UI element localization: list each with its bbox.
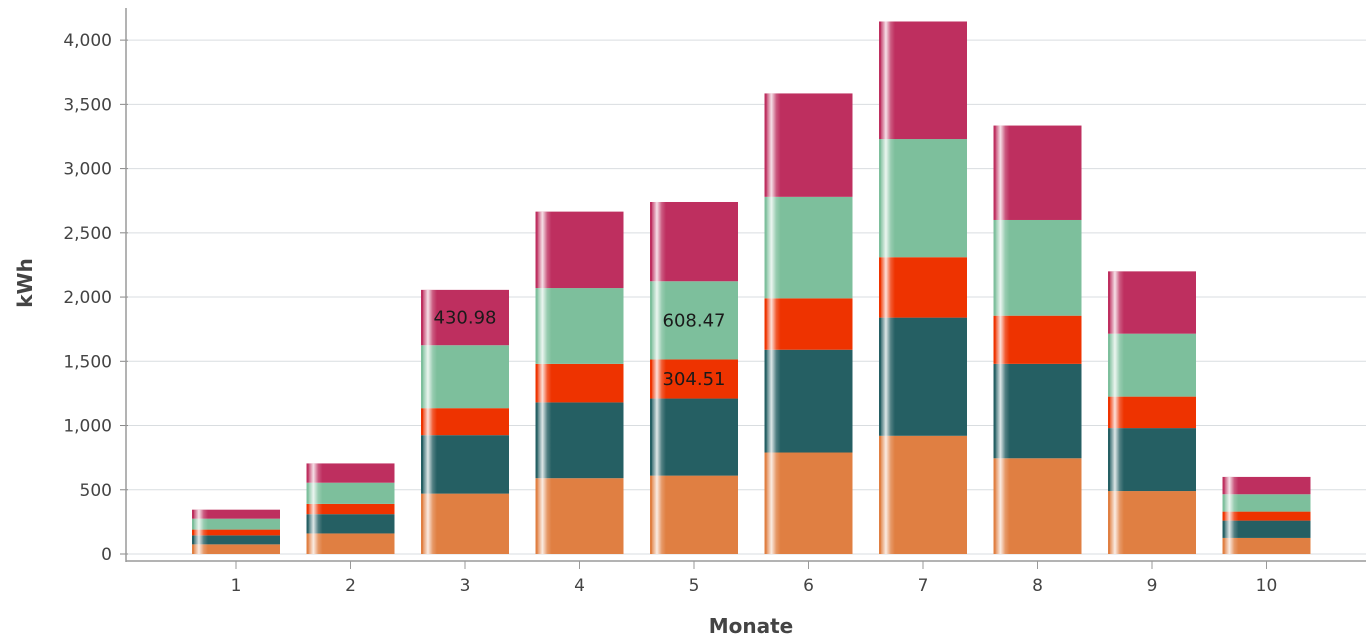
bar-segment	[1222, 537, 1311, 554]
y-tick-label: 2,500	[63, 224, 112, 244]
bar-segment	[192, 518, 280, 530]
bar-highlight	[1224, 476, 1239, 554]
y-tick-label: 1,000	[63, 417, 112, 437]
bar-highlight	[881, 21, 895, 554]
bar-highlight	[995, 125, 1010, 554]
x-tick-label: 7	[918, 576, 929, 596]
y-tick-label: 500	[80, 481, 112, 501]
y-tick-label: 1,500	[63, 352, 112, 372]
x-axis-title: Monate	[709, 614, 794, 637]
data-labels: 430.98 608.47 304.51	[434, 308, 726, 390]
bar-segment	[1222, 520, 1311, 538]
data-label: 304.51	[663, 369, 726, 390]
bar-highlight	[652, 201, 666, 554]
bar-segment	[306, 482, 395, 504]
bar-highlight	[194, 509, 208, 554]
x-tick-label: 4	[574, 576, 585, 596]
bar-segment	[306, 463, 395, 483]
y-tick-label: 2,000	[63, 288, 112, 308]
y-tick-label: 4,000	[63, 31, 112, 51]
x-tick-label: 3	[460, 576, 471, 596]
bar-segment	[192, 535, 280, 545]
x-tick-label: 10	[1256, 576, 1278, 596]
x-tick-label: 6	[803, 576, 814, 596]
bar-segment	[1222, 476, 1311, 495]
data-label: 608.47	[663, 310, 726, 331]
bar-segment	[306, 503, 395, 515]
x-tick-label: 1	[231, 576, 242, 596]
bar-segment	[306, 514, 395, 534]
bar-segment	[192, 529, 280, 536]
y-axis-title: kWh	[13, 258, 37, 308]
x-tick-label: 9	[1147, 576, 1158, 596]
bar-segment	[1222, 511, 1311, 521]
x-tick-label: 2	[345, 576, 356, 596]
y-tick-label: 3,000	[63, 160, 112, 180]
bar-segment	[192, 509, 280, 519]
bar-segment	[192, 544, 280, 554]
axes: 0 500 1,000 1,500 2,000 2,500 3,000 3,500 4,000 1…	[63, 8, 1366, 596]
y-tick-label: 3,500	[63, 95, 112, 115]
bar-highlight	[766, 93, 781, 555]
y-tick-label: 0	[101, 545, 112, 565]
bar-highlight	[308, 463, 323, 554]
x-tick-label: 8	[1032, 576, 1043, 596]
bar-segment	[306, 533, 395, 554]
bar-segment	[1222, 494, 1311, 512]
bar-highlight	[423, 289, 437, 554]
bar-highlight	[537, 211, 552, 554]
bar-highlight	[1110, 271, 1124, 554]
x-tick-label: 5	[689, 576, 700, 596]
data-label: 430.98	[434, 308, 497, 329]
bars	[192, 21, 1311, 555]
